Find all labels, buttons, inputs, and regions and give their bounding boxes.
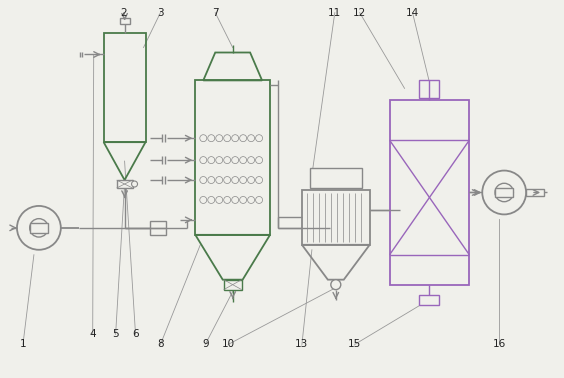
Text: 15: 15 [348,339,362,349]
Text: 2: 2 [120,8,127,18]
Bar [30,223,48,233]
Bar [151,221,166,235]
Bar [195,81,270,235]
Text: 5: 5 [112,330,119,339]
Circle shape [495,183,513,202]
Bar [495,187,513,197]
Bar [390,100,469,285]
Bar [526,189,544,197]
Bar [104,33,146,142]
Bar [224,280,241,290]
Bar [117,180,133,188]
Text: 16: 16 [492,339,506,349]
Text: 8: 8 [157,339,164,349]
Text: 9: 9 [202,339,209,349]
Circle shape [30,218,48,237]
Text: 3: 3 [157,8,164,18]
Text: 4: 4 [89,330,96,339]
Text: 11: 11 [328,8,341,18]
Text: 12: 12 [353,8,367,18]
Text: 13: 13 [296,339,309,349]
Circle shape [131,181,138,187]
Bar [310,168,362,188]
Text: 7: 7 [212,8,219,18]
Bar [120,18,130,23]
Bar [420,81,439,98]
Text: 10: 10 [222,339,235,349]
Text: 6: 6 [132,330,139,339]
Circle shape [331,280,341,290]
Bar [302,190,369,245]
Text: 1: 1 [20,339,27,349]
Bar [420,294,439,305]
Text: 14: 14 [406,8,419,18]
